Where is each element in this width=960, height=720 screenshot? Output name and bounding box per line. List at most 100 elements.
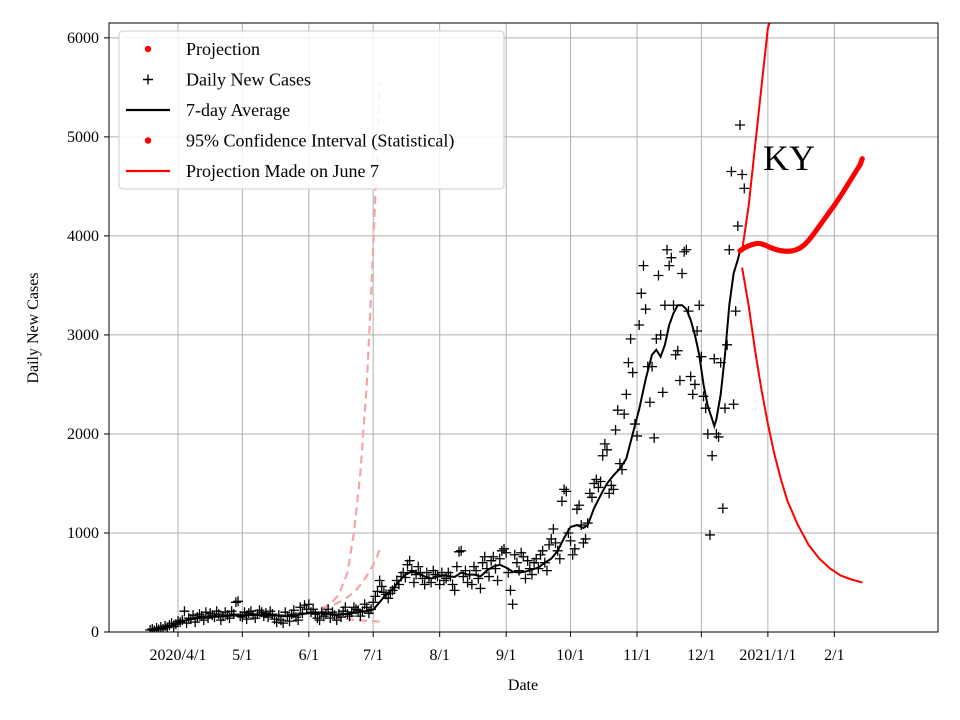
daily-case-marker — [228, 609, 239, 620]
daily-case-marker — [657, 387, 668, 398]
daily-case-marker — [453, 546, 464, 557]
daily-case-marker — [677, 268, 688, 279]
daily-case-marker — [284, 616, 295, 627]
plot-frame — [108, 22, 939, 633]
daily-case-marker — [254, 605, 265, 616]
x-tick-label: 8/1 — [429, 647, 449, 664]
daily-case-marker — [593, 482, 604, 493]
daily-case-marker — [370, 591, 381, 602]
x-tick-label: 2020/4/1 — [150, 647, 207, 664]
daily-case-marker — [707, 450, 718, 461]
legend-label: 95% Confidence Interval (Statistical) — [186, 131, 454, 152]
x-tick-label: 6/1 — [299, 647, 319, 664]
daily-case-marker — [507, 599, 518, 610]
daily-case-marker — [505, 585, 516, 596]
daily-case-marker — [484, 571, 495, 582]
daily-case-marker — [541, 565, 552, 576]
daily-case-marker — [374, 575, 385, 586]
legend-label: Daily New Cases — [186, 70, 311, 90]
x-axis-label: Date — [508, 677, 538, 694]
daily-case-marker — [567, 549, 578, 560]
daily-case-marker — [421, 567, 432, 578]
x-tick-label: 2021/1/1 — [739, 647, 796, 664]
y-tick-label: 6000 — [67, 30, 99, 47]
daily-case-marker — [550, 537, 561, 548]
daily-case-marker — [694, 300, 705, 311]
daily-case-marker — [681, 244, 692, 255]
y-tick-label: 4000 — [67, 228, 99, 245]
legend-label: 7-day Average — [186, 100, 290, 120]
x-tick-label: 7/1 — [363, 647, 383, 664]
daily-case-marker — [447, 579, 458, 590]
daily-case-marker — [475, 583, 486, 594]
ci-lower-line — [741, 267, 863, 584]
daily-case-marker — [293, 615, 304, 626]
daily-case-marker — [704, 529, 715, 540]
daily-case-marker — [610, 424, 621, 435]
daily-case-marker — [561, 486, 572, 497]
daily-case-marker — [709, 353, 720, 364]
avg-line — [149, 250, 741, 631]
projection-markers — [737, 156, 865, 254]
daily-case-marker — [724, 244, 735, 255]
x-tick-label: 10/1 — [556, 647, 584, 664]
daily-case-marker — [638, 260, 649, 271]
confidence-interval-lines — [741, 23, 863, 584]
legend-marker-dot — [144, 45, 152, 53]
legend-marker-dot — [144, 137, 152, 144]
projection-dot — [859, 156, 865, 162]
daily-case-marker — [702, 428, 713, 439]
daily-case-marker — [466, 579, 477, 590]
daily-case-marker — [271, 617, 282, 628]
daily-case-marker — [520, 573, 531, 584]
daily-case-marker — [599, 438, 610, 449]
state-annotation: KY — [763, 138, 815, 178]
daily-case-marker — [376, 581, 387, 592]
daily-case-marker — [597, 450, 608, 461]
y-tick-label: 0 — [91, 624, 99, 641]
y-axis-ticks: 0 1000 2000 3000 4000 5000 6000 — [67, 30, 109, 641]
daily-case-marker — [739, 183, 750, 194]
daily-case-marker — [200, 607, 211, 618]
daily-case-marker — [662, 244, 673, 255]
daily-case-marker — [644, 397, 655, 408]
daily-case-marker — [730, 306, 741, 317]
daily-case-marker — [462, 577, 473, 588]
y-tick-label: 2000 — [67, 426, 99, 443]
daily-case-marker — [404, 555, 415, 566]
daily-case-marker — [559, 484, 570, 495]
daily-case-marker — [586, 492, 597, 503]
daily-case-marker — [368, 597, 379, 608]
daily-case-marker — [565, 535, 576, 546]
daily-case-marker — [383, 593, 394, 604]
daily-case-marker — [685, 371, 696, 382]
daily-case-marker — [659, 300, 670, 311]
daily-case-marker — [233, 596, 244, 607]
daily-case-marker — [728, 399, 739, 410]
daily-case-marker — [726, 166, 737, 177]
daily-case-marker — [634, 320, 645, 331]
x-axis-ticks: 2020/4/1 5/1 6/1 7/1 8/1 9/1 10/1 11/1 12/1 2021/… — [150, 632, 845, 664]
daily-case-marker — [451, 561, 462, 572]
daily-case-marker — [438, 575, 449, 586]
daily-case-marker — [664, 260, 675, 271]
daily-case-marker — [608, 484, 619, 495]
daily-case-marker — [456, 545, 467, 556]
legend-label: Projection Made on June 7 — [186, 161, 379, 181]
daily-case-marker — [623, 357, 634, 368]
daily-case-marker — [627, 367, 638, 378]
y-tick-label: 5000 — [67, 129, 99, 146]
y-tick-label: 3000 — [67, 327, 99, 344]
x-tick-label: 11/1 — [623, 647, 651, 664]
daily-case-marker — [514, 565, 525, 576]
daily-case-marker — [479, 551, 490, 562]
daily-case-marker — [353, 605, 364, 616]
daily-case-marker — [509, 549, 520, 560]
daily-case-marker — [501, 547, 512, 558]
legend-marker-plus — [143, 74, 153, 85]
daily-cases-markers — [145, 119, 750, 632]
daily-case-marker — [526, 569, 537, 580]
y-axis-label: Daily New Cases — [25, 272, 42, 383]
daily-case-marker — [230, 597, 241, 608]
